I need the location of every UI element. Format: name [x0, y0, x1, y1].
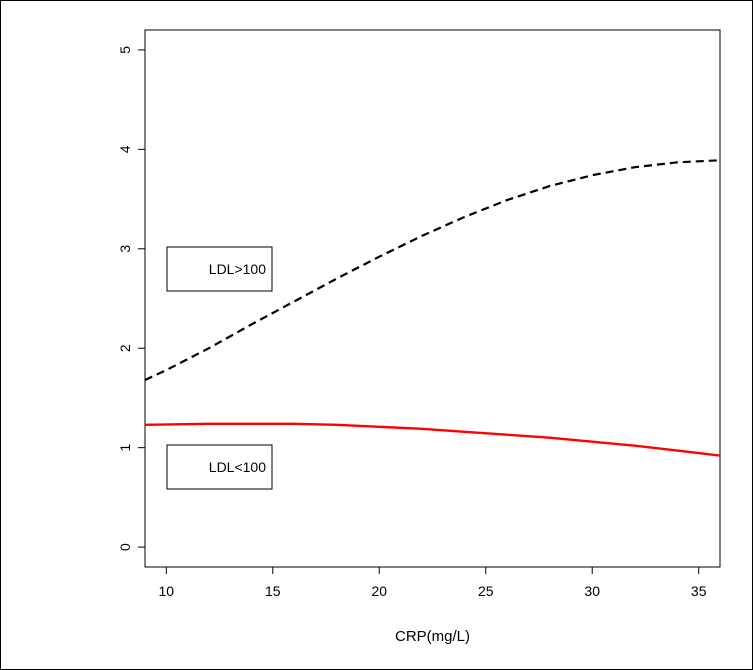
x-axis-title: CRP(mg/L)	[395, 628, 470, 645]
y-axis: 0 1 2 3 4 5	[117, 46, 146, 551]
x-tick-label: 30	[584, 583, 600, 599]
y-tick-label: 3	[117, 245, 133, 253]
x-tick-label: 20	[371, 583, 387, 599]
series-line-ldl-below-100	[144, 422, 721, 457]
legend-label: LDL<100	[209, 459, 266, 475]
x-tick-label: 25	[478, 583, 494, 599]
legend-box-ldl-above-100: LDL>100	[166, 246, 273, 292]
y-tick-label: 1	[117, 444, 133, 452]
legend-label: LDL>100	[209, 261, 266, 277]
x-tick-label: 10	[159, 583, 175, 599]
y-tick-label: 0	[117, 543, 133, 551]
x-tick-label: 15	[265, 583, 281, 599]
y-tick-label: 4	[117, 145, 133, 153]
legend-box-ldl-below-100: LDL<100	[166, 444, 273, 490]
x-axis: 10 15 20 25 30 35	[159, 566, 707, 599]
legend-box-frame	[166, 444, 273, 490]
legend-box-frame	[166, 246, 273, 292]
legend-layer: LDL>100 LDL<100	[166, 246, 273, 490]
series-line-ldl-above-100	[144, 159, 721, 381]
y-tick-label: 5	[117, 46, 133, 54]
y-tick-label: 2	[117, 344, 133, 352]
series-layer	[144, 159, 721, 457]
x-tick-label: 35	[691, 583, 707, 599]
